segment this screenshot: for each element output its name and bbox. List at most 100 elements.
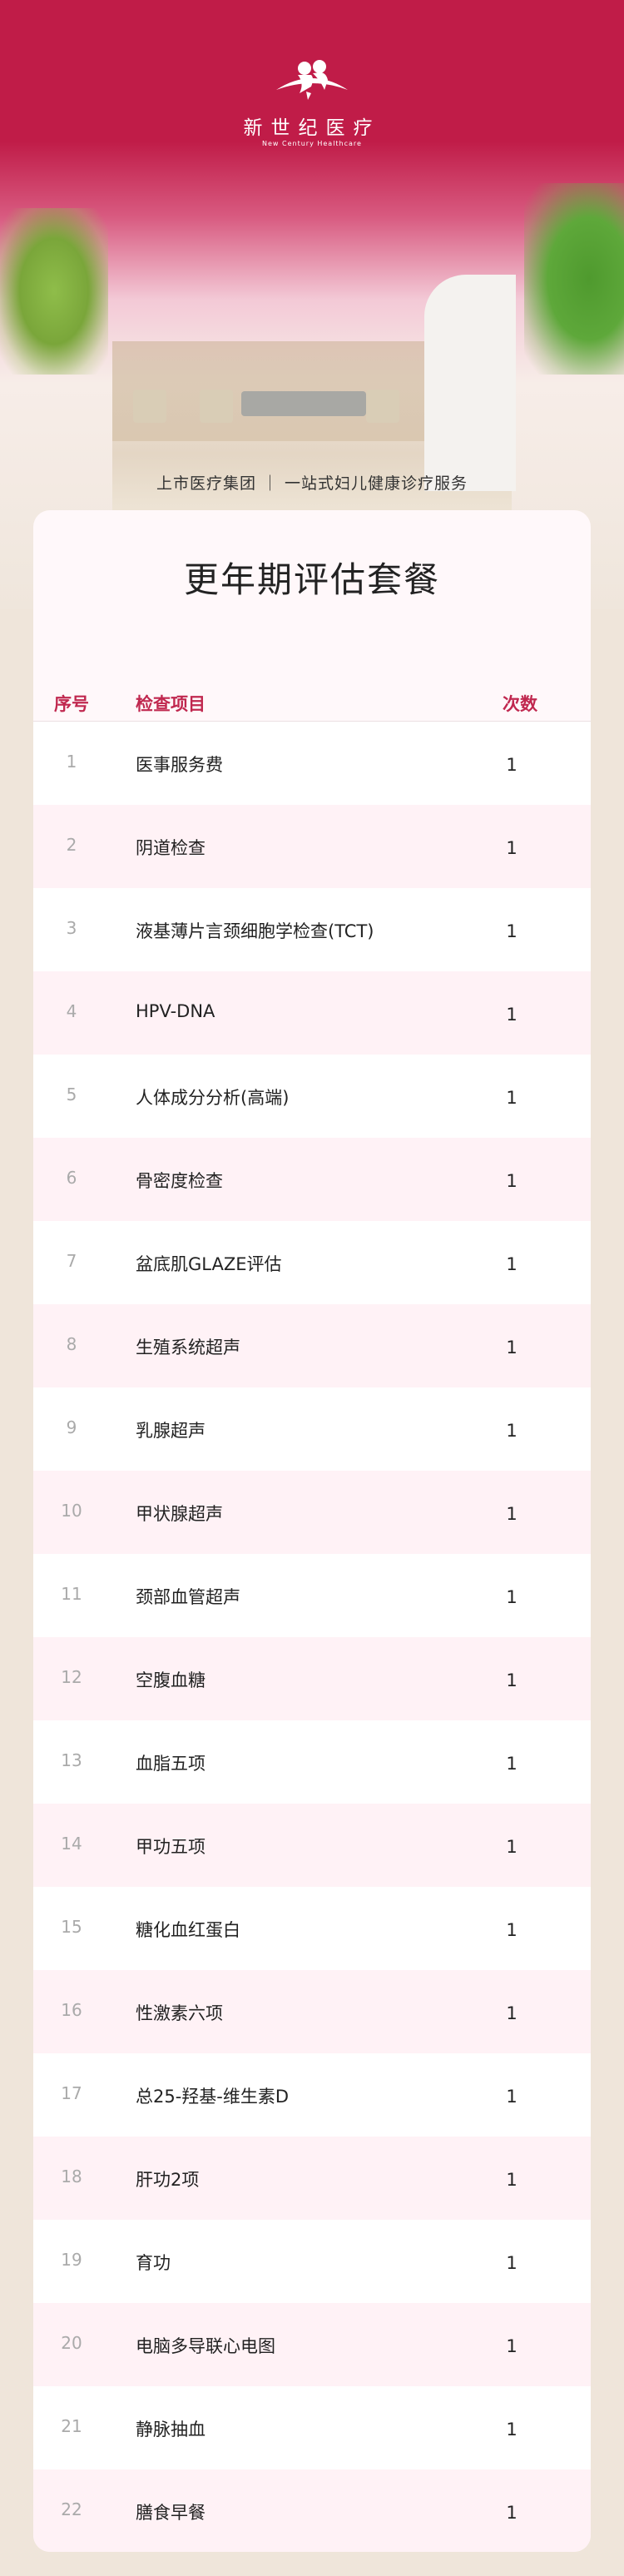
row-seq: 16 — [61, 2000, 82, 2020]
tagline: 上市医疗集团 ｜ 一站式妇儿健康诊疗服务 — [156, 474, 468, 493]
table-row: 22 膳食早餐 1 — [33, 2469, 591, 2552]
header-item: 检查项目 — [136, 694, 206, 714]
lobby-sofa — [241, 391, 366, 416]
row-count: 1 — [506, 838, 518, 858]
row-seq: 12 — [61, 1667, 82, 1687]
table-row: 10 甲状腺超声 1 — [33, 1471, 591, 1554]
row-seq: 6 — [66, 1168, 77, 1188]
row-count: 1 — [506, 1088, 518, 1108]
row-count: 1 — [506, 2420, 518, 2440]
row-item: 糖化血红蛋白 — [136, 1920, 240, 1940]
row-item: 液基薄片言颈细胞学检查(TCT) — [136, 921, 374, 941]
table-row: 4 HPV-DNA 1 — [33, 971, 591, 1055]
table-row: 3 液基薄片言颈细胞学检查(TCT) 1 — [33, 888, 591, 971]
row-item: 人体成分分析(高端) — [136, 1088, 290, 1108]
bamboo-plant — [0, 208, 108, 375]
brand-name-en: New Century Healthcare — [262, 140, 362, 147]
row-item: 医事服务费 — [136, 755, 223, 775]
table-row: 5 人体成分分析(高端) 1 — [33, 1055, 591, 1138]
row-seq: 17 — [61, 2083, 82, 2103]
row-item: 性激素六项 — [136, 2003, 223, 2023]
table-row: 7 盆底肌GLAZE评估 1 — [33, 1221, 591, 1304]
table-header: 序号 检查项目 次数 — [33, 681, 591, 722]
row-count: 1 — [506, 2503, 518, 2523]
row-item: 电脑多导联心电图 — [136, 2336, 275, 2356]
row-item: 血脂五项 — [136, 1754, 206, 1774]
table-row: 11 颈部血管超声 1 — [33, 1554, 591, 1637]
lobby-chair — [366, 390, 399, 423]
row-seq: 5 — [66, 1085, 77, 1104]
row-item: 膳食早餐 — [136, 2503, 206, 2523]
row-seq: 21 — [61, 2416, 82, 2436]
row-seq: 18 — [61, 2167, 82, 2186]
row-seq: 14 — [61, 1834, 82, 1854]
row-item: HPV-DNA — [136, 1001, 215, 1021]
row-seq: 19 — [61, 2250, 82, 2270]
table-row: 8 生殖系统超声 1 — [33, 1304, 591, 1387]
row-count: 1 — [506, 2336, 518, 2356]
lobby-chair — [200, 390, 233, 423]
row-item: 育功 — [136, 2253, 171, 2273]
row-seq: 7 — [66, 1251, 77, 1271]
row-count: 1 — [506, 1754, 518, 1774]
row-count: 1 — [506, 2253, 518, 2273]
row-item: 甲状腺超声 — [136, 1504, 223, 1524]
hero-banner: 新世纪医疗 New Century Healthcare 上市医疗集团 ｜ 一站… — [0, 0, 624, 609]
row-count: 1 — [506, 2087, 518, 2107]
reception-counter — [424, 275, 516, 491]
row-item: 阴道检查 — [136, 838, 206, 858]
row-seq: 15 — [61, 1917, 82, 1937]
table-row: 15 糖化血红蛋白 1 — [33, 1887, 591, 1970]
logo-children-icon — [276, 60, 348, 100]
table-row: 2 阴道检查 1 — [33, 805, 591, 888]
row-seq: 1 — [66, 752, 77, 772]
header-count: 次数 — [503, 694, 537, 714]
row-count: 1 — [506, 1254, 518, 1274]
package-card: 更年期评估套餐 序号 检查项目 次数 1 医事服务费 1 2 阴道检查 1 3 液基薄片言颈细… — [33, 510, 591, 2552]
table-row: 6 骨密度检查 1 — [33, 1138, 591, 1221]
row-item: 空腹血糖 — [136, 1670, 206, 1690]
row-count: 1 — [506, 1171, 518, 1191]
row-seq: 8 — [66, 1334, 77, 1354]
row-seq: 2 — [66, 835, 77, 855]
table-row: 14 甲功五项 1 — [33, 1804, 591, 1887]
row-count: 1 — [506, 2003, 518, 2023]
table-row: 12 空腹血糖 1 — [33, 1637, 591, 1720]
row-count: 1 — [506, 1421, 518, 1441]
row-seq: 22 — [61, 2499, 82, 2519]
row-count: 1 — [506, 1338, 518, 1357]
package-title: 更年期评估套餐 — [183, 559, 440, 600]
row-seq: 11 — [61, 1584, 82, 1604]
table-row: 9 乳腺超声 1 — [33, 1387, 591, 1471]
row-item: 静脉抽血 — [136, 2420, 206, 2440]
row-seq: 4 — [66, 1001, 77, 1021]
table-row: 16 性激素六项 1 — [33, 1970, 591, 2053]
table-row: 1 医事服务费 1 — [33, 722, 591, 805]
table-row: 13 血脂五项 1 — [33, 1720, 591, 1804]
row-item: 甲功五项 — [136, 1837, 206, 1857]
table-row: 21 静脉抽血 1 — [33, 2386, 591, 2469]
table-row: 19 育功 1 — [33, 2220, 591, 2303]
table-body: 1 医事服务费 1 2 阴道检查 1 3 液基薄片言颈细胞学检查(TCT) 1 4 HPV-DNA 1… — [33, 722, 591, 2552]
table-row: 20 电脑多导联心电图 1 — [33, 2303, 591, 2386]
row-item: 生殖系统超声 — [136, 1338, 240, 1357]
row-count: 1 — [506, 921, 518, 941]
brand-name-cn: 新世纪医疗 — [243, 117, 381, 139]
row-item: 颈部血管超声 — [136, 1587, 240, 1607]
row-count: 1 — [506, 1670, 518, 1690]
lily-plant — [524, 183, 624, 375]
table-row: 17 总25-羟基-维生素D 1 — [33, 2053, 591, 2137]
row-item: 乳腺超声 — [136, 1421, 206, 1441]
row-seq: 20 — [61, 2333, 82, 2353]
row-item: 盆底肌GLAZE评估 — [136, 1254, 282, 1274]
row-count: 1 — [506, 1837, 518, 1857]
row-count: 1 — [506, 1587, 518, 1607]
row-seq: 3 — [66, 918, 77, 938]
row-count: 1 — [506, 755, 518, 775]
row-count: 1 — [506, 1920, 518, 1940]
row-item: 骨密度检查 — [136, 1171, 223, 1191]
row-item: 总25-羟基-维生素D — [136, 2087, 290, 2107]
row-count: 1 — [506, 1504, 518, 1524]
row-count: 1 — [506, 1005, 518, 1025]
row-seq: 9 — [66, 1417, 77, 1437]
